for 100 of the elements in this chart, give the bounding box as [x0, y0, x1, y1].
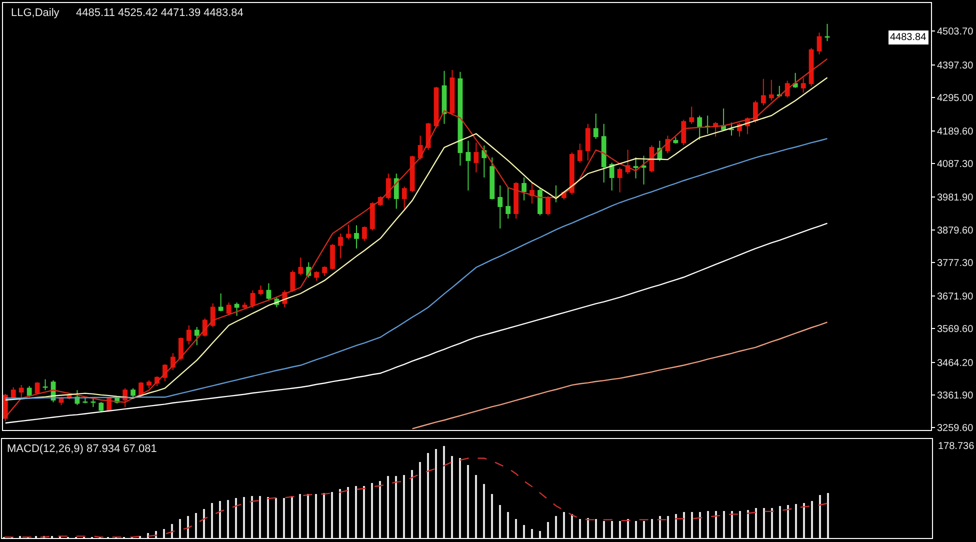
bar [355, 486, 357, 538]
candlestick [314, 270, 320, 282]
candlestick [450, 69, 455, 116]
bar [723, 511, 725, 538]
bar [731, 511, 733, 538]
candlestick [697, 115, 702, 140]
bar [539, 531, 541, 538]
candlestick [258, 285, 264, 296]
chart-title: LLG,Daily [11, 7, 60, 19]
candlestick [593, 113, 598, 140]
candlestick [721, 108, 726, 132]
candlestick [522, 176, 527, 201]
bar [203, 509, 205, 538]
candlestick [394, 173, 399, 210]
bar [499, 505, 501, 538]
candlestick [824, 23, 830, 42]
y-tick-label: 4295.00 [937, 92, 974, 104]
bar [363, 486, 365, 538]
bar [659, 516, 661, 538]
bar [275, 498, 277, 538]
bar [259, 496, 261, 538]
candlestick [82, 398, 88, 404]
bar [451, 456, 453, 538]
candlestick [26, 385, 32, 398]
candlestick [346, 224, 351, 240]
bar [627, 519, 629, 538]
candlestick [226, 302, 232, 316]
candlestick [10, 386, 16, 400]
bar [755, 508, 757, 538]
bar [371, 483, 373, 538]
bar [643, 521, 645, 538]
candlestick [768, 79, 774, 102]
candlestick [410, 155, 415, 193]
candlestick [546, 196, 550, 216]
candlestick [538, 188, 542, 216]
bar [211, 503, 213, 538]
bar [491, 494, 493, 538]
bar [219, 501, 221, 538]
candlestick [776, 85, 782, 98]
candlestick [800, 77, 806, 94]
bar [187, 516, 189, 538]
candlestick [458, 71, 463, 166]
bar [403, 475, 405, 538]
candlestick [34, 382, 40, 394]
bar [443, 446, 445, 538]
bar [635, 521, 637, 538]
bar [267, 497, 269, 538]
candlestick [474, 142, 479, 173]
chart-title: MACD(12,26,9) 87.934 67.081 [7, 443, 157, 455]
y-tick-label: 3361.90 [937, 390, 974, 402]
bar [243, 497, 245, 538]
y-tick-label: 4503.70 [937, 26, 974, 38]
bar [611, 521, 613, 538]
candlestick [760, 78, 766, 106]
bar [779, 506, 781, 538]
candlestick [18, 384, 24, 399]
candlestick [673, 136, 678, 144]
bar [307, 494, 309, 538]
line-series [4, 222, 828, 424]
bar [827, 493, 829, 538]
bar [563, 512, 565, 538]
candlestick [266, 282, 272, 300]
bar [299, 494, 301, 538]
candlestick [362, 226, 367, 242]
candlestick [3, 393, 8, 422]
candlestick [530, 182, 534, 204]
bar [715, 511, 717, 538]
bar [283, 498, 285, 538]
candlestick [482, 145, 487, 178]
candlestick [194, 326, 200, 346]
y-tick-label: 4397.30 [937, 60, 974, 72]
candlestick [466, 140, 471, 192]
bar [251, 496, 253, 538]
candlestick [42, 378, 48, 391]
bar [459, 458, 461, 538]
bar [811, 501, 813, 538]
bar [483, 484, 485, 538]
candlestick [370, 202, 375, 231]
candlestick [322, 266, 328, 276]
bar [619, 521, 621, 538]
candlestick [298, 256, 304, 276]
y-tick-label: 3259.60 [937, 423, 974, 434]
bar [707, 511, 709, 538]
y-tick-label: 3777.30 [937, 258, 974, 269]
bar [347, 487, 349, 538]
bar [795, 504, 797, 538]
candlestick [514, 182, 519, 220]
candlestick [498, 184, 503, 229]
candlestick [490, 156, 495, 200]
bar [395, 476, 397, 538]
text: 4483.84 [890, 32, 927, 43]
candlestick [633, 156, 638, 179]
bar [515, 519, 517, 538]
y-tick-label: 3671.90 [937, 292, 974, 303]
candlestick [234, 302, 240, 316]
bar [171, 524, 173, 538]
candlestick [442, 70, 447, 124]
candlestick [681, 119, 686, 146]
bar [419, 462, 421, 538]
bar [435, 449, 437, 538]
